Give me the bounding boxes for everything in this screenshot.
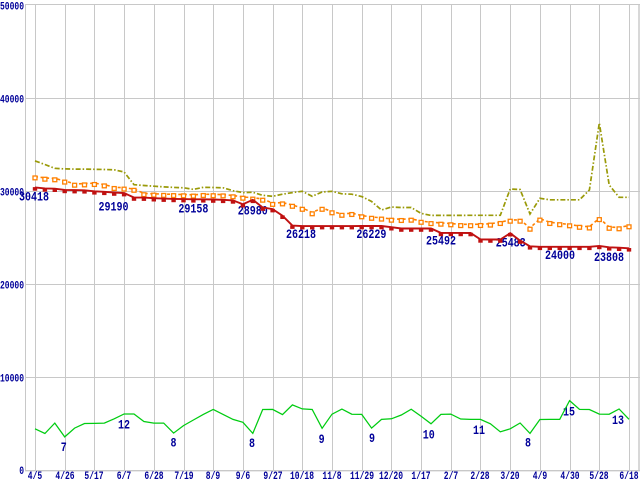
svg-text:5/28: 5/28 [589, 471, 608, 480]
svg-text:11/29: 11/29 [350, 471, 374, 480]
svg-text:2/7: 2/7 [444, 471, 458, 480]
svg-text:8: 8 [171, 435, 177, 450]
svg-text:13: 13 [612, 413, 624, 428]
svg-text:4/26: 4/26 [55, 471, 74, 480]
svg-text:6/7: 6/7 [117, 471, 131, 480]
svg-text:50000: 50000 [0, 1, 24, 13]
svg-text:4/9: 4/9 [533, 471, 547, 480]
svg-text:8: 8 [525, 435, 531, 450]
svg-text:11: 11 [473, 423, 485, 438]
svg-text:29158: 29158 [178, 201, 208, 216]
svg-text:0: 0 [19, 466, 24, 478]
svg-text:24000: 24000 [545, 248, 575, 263]
svg-text:9/6: 9/6 [236, 471, 250, 480]
svg-text:4/5: 4/5 [28, 471, 43, 480]
svg-text:23808: 23808 [594, 250, 624, 265]
svg-text:26229: 26229 [356, 227, 386, 242]
svg-text:10: 10 [423, 427, 435, 442]
svg-text:11/8: 11/8 [322, 471, 341, 480]
svg-text:8/9: 8/9 [206, 471, 220, 480]
svg-text:29190: 29190 [99, 200, 129, 215]
svg-text:10/18: 10/18 [290, 471, 314, 480]
svg-text:20000: 20000 [0, 280, 24, 292]
svg-text:4/30: 4/30 [560, 471, 579, 480]
svg-text:30000: 30000 [0, 187, 24, 199]
svg-text:12/20: 12/20 [379, 471, 403, 480]
svg-text:25492: 25492 [426, 233, 456, 248]
svg-text:9: 9 [369, 431, 375, 446]
svg-text:9/27: 9/27 [263, 471, 282, 480]
svg-text:3/20: 3/20 [500, 471, 519, 480]
svg-text:40000: 40000 [0, 94, 24, 106]
svg-text:6/28: 6/28 [144, 471, 163, 480]
svg-text:28980: 28980 [238, 203, 268, 218]
svg-text:7/19: 7/19 [174, 471, 193, 480]
svg-text:10000: 10000 [0, 373, 24, 385]
svg-text:15: 15 [563, 404, 575, 419]
svg-text:5/17: 5/17 [84, 471, 103, 480]
svg-text:30418: 30418 [19, 189, 49, 204]
svg-text:9: 9 [319, 432, 325, 447]
svg-text:26218: 26218 [286, 227, 316, 242]
svg-text:7: 7 [61, 440, 67, 455]
svg-text:12: 12 [118, 417, 130, 432]
svg-text:2/28: 2/28 [470, 471, 489, 480]
svg-text:6/18: 6/18 [619, 471, 638, 480]
svg-text:1/17: 1/17 [411, 471, 430, 480]
svg-text:8: 8 [249, 436, 255, 451]
